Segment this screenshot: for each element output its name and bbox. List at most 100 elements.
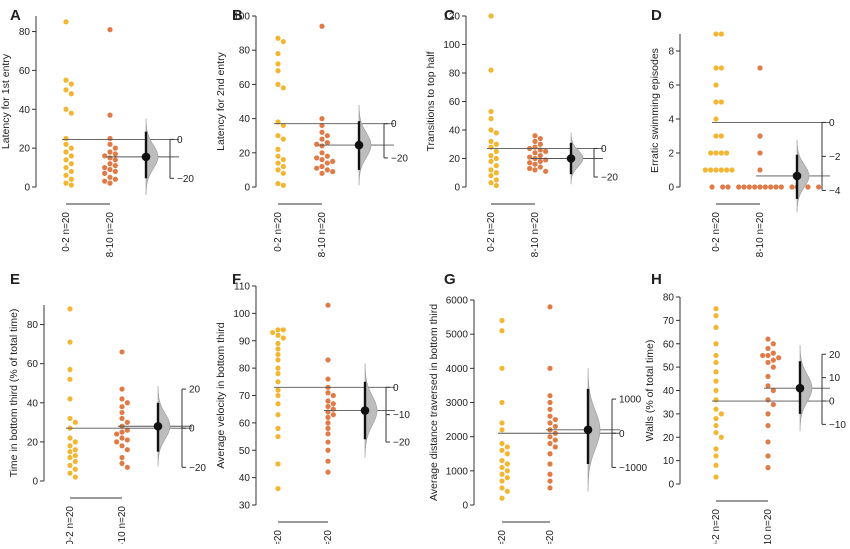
point-group1	[280, 85, 286, 91]
panel-label: F	[232, 271, 241, 288]
point-group2	[757, 167, 763, 173]
point-group1	[275, 146, 281, 152]
point-group1	[488, 180, 494, 186]
y-tick-label: 90	[239, 336, 251, 347]
point-group1	[493, 163, 499, 169]
point-group1	[280, 182, 286, 188]
point-group1	[275, 160, 281, 166]
group-label-2: 8-10 n=20	[105, 212, 116, 258]
point-group2	[119, 429, 125, 435]
point-group2	[543, 168, 549, 174]
point-group1	[63, 157, 69, 163]
diff-tick-label: 0	[829, 397, 835, 408]
point-group2	[314, 141, 320, 147]
point-group2	[325, 357, 331, 363]
y-tick-label: 30	[239, 501, 251, 512]
point-group1	[275, 401, 281, 407]
y-tick-label: 100	[443, 40, 460, 51]
point-group1	[499, 457, 505, 464]
point-group1	[63, 77, 69, 83]
point-group1	[713, 167, 719, 173]
y-tick-label: 0	[454, 183, 460, 194]
point-group2	[547, 420, 553, 426]
group-label-2: 8-10 n=20	[530, 212, 541, 258]
point-group2	[765, 373, 771, 380]
y-tick-label: 40	[449, 126, 461, 137]
point-group1	[275, 433, 281, 440]
y-tick-label: 10	[663, 456, 675, 467]
point-group1	[63, 180, 69, 186]
y-tick-label: 60	[239, 80, 251, 91]
y-tick-label: 80	[449, 69, 461, 80]
point-group2	[112, 168, 118, 175]
point-group1	[504, 475, 510, 481]
point-group1	[275, 68, 281, 74]
point-group1	[275, 425, 281, 431]
y-tick-label: 20	[449, 154, 461, 165]
bootstrap-distribution	[799, 344, 813, 432]
point-group1	[713, 406, 719, 412]
point-group2	[552, 444, 558, 450]
point-group2	[107, 141, 113, 147]
point-group2	[325, 431, 331, 437]
point-group2	[119, 435, 125, 441]
point-group1	[63, 106, 69, 112]
y-tick-label: 6	[668, 81, 674, 92]
point-group1	[275, 180, 281, 187]
y-tick-label: 80	[19, 27, 31, 38]
point-group1	[488, 116, 494, 122]
point-group2	[765, 465, 771, 471]
point-group2	[319, 170, 325, 176]
point-group1	[713, 429, 719, 436]
point-group1	[67, 443, 73, 449]
y-axis-label: Latency for 1st entry	[0, 53, 12, 149]
point-group2	[107, 27, 113, 33]
bootstrap-distribution	[364, 363, 378, 458]
point-group1	[724, 167, 730, 173]
diff-tick-label: 10	[829, 373, 841, 384]
point-group2	[119, 415, 125, 422]
point-group2	[770, 401, 776, 408]
point-group1	[72, 458, 78, 465]
point-group1	[275, 346, 281, 352]
point-group1	[63, 135, 69, 142]
point-group2	[757, 65, 763, 71]
y-axis-label: Erratic swimming episodes	[649, 48, 661, 173]
point-group2	[314, 165, 320, 171]
point-group1	[68, 182, 74, 188]
point-group1	[713, 415, 719, 422]
point-group1	[718, 65, 724, 71]
point-group2	[107, 112, 113, 118]
point-group2	[119, 460, 125, 466]
panel-b: B 0 20 40 60 80 100 Latency for 2nd entry 0-2 n=…	[215, 7, 408, 257]
point-group2	[547, 461, 553, 467]
y-tick-label: 0	[244, 183, 250, 194]
group-label-1: 0-2 n=20	[711, 212, 722, 252]
point-group1	[67, 454, 73, 461]
point-group1	[713, 359, 719, 366]
point-group2	[112, 151, 118, 157]
point-group1	[504, 468, 510, 474]
point-group2	[757, 150, 763, 156]
point-group2	[552, 416, 558, 423]
point-group2	[527, 160, 533, 166]
point-group1	[724, 150, 730, 156]
point-group1	[713, 65, 719, 71]
point-group1	[275, 153, 281, 159]
point-group2	[119, 409, 125, 416]
point-group2	[547, 451, 553, 457]
point-group2	[527, 154, 533, 160]
point-group2	[765, 359, 771, 366]
point-group2	[325, 458, 331, 464]
y-tick-label: 20	[239, 148, 251, 159]
point-group2	[765, 453, 771, 459]
point-group2	[760, 352, 766, 359]
point-group1	[713, 99, 719, 105]
point-group2	[789, 184, 795, 190]
diff-tick-label: −4	[829, 186, 841, 197]
point-group1	[275, 332, 281, 338]
point-group1	[72, 474, 78, 480]
point-group1	[72, 447, 78, 453]
point-group2	[330, 158, 336, 164]
